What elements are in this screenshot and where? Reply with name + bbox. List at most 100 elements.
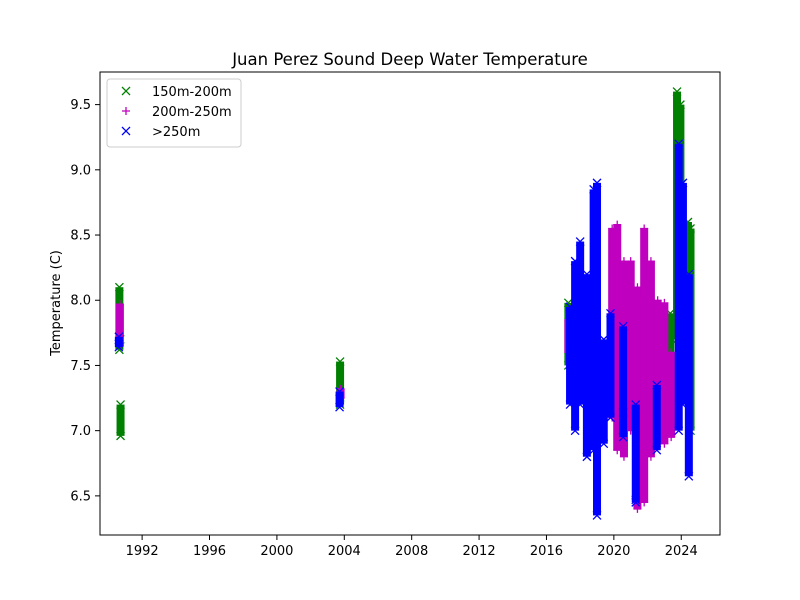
- data-point: [335, 402, 345, 412]
- data-point: [116, 431, 126, 441]
- x-tick-label: 2012: [463, 544, 496, 559]
- data-range: [606, 313, 615, 418]
- data-point: [116, 400, 126, 410]
- data-point: [626, 257, 635, 266]
- data-range: [115, 304, 124, 346]
- data-range: [114, 336, 123, 348]
- data-range: [646, 261, 655, 457]
- y-tick-label: 8.5: [70, 229, 91, 244]
- data-range: [626, 261, 635, 431]
- data-range: [674, 143, 683, 431]
- data-point: [631, 400, 641, 410]
- legend-marker: [121, 126, 131, 136]
- data-point: [575, 400, 585, 410]
- data-point: [674, 139, 684, 149]
- y-tick-label: 9.0: [70, 163, 91, 178]
- chart-title: Juan Perez Sound Deep Water Temperature: [231, 50, 588, 69]
- y-tick-label: 7.5: [70, 359, 91, 374]
- data-range: [652, 385, 661, 451]
- data-point: [633, 504, 642, 513]
- data-range: [116, 404, 125, 436]
- data-range: [576, 241, 585, 405]
- data-range: [684, 274, 693, 477]
- data-point: [631, 495, 641, 505]
- data-range: [582, 274, 591, 457]
- series-2: [114, 139, 694, 520]
- data-markers: [114, 87, 695, 520]
- data-point: [678, 178, 688, 188]
- data-point: [667, 433, 676, 442]
- data-range: [633, 287, 642, 509]
- data-range: [593, 182, 602, 516]
- data-point: [599, 439, 609, 449]
- data-point: [335, 357, 345, 366]
- y-tick-label: 8.0: [70, 294, 91, 309]
- data-point: [114, 282, 124, 292]
- data-point: [675, 100, 685, 110]
- data-range: [631, 404, 640, 503]
- data-point: [672, 87, 682, 97]
- legend-label: 200m-250m: [152, 105, 232, 120]
- x-tick-label: 2020: [597, 544, 630, 559]
- data-point: [653, 296, 662, 305]
- data-point: [582, 269, 592, 279]
- data-point: [618, 432, 628, 442]
- data-point: [599, 334, 609, 344]
- data-range: [640, 228, 649, 503]
- data-point: [114, 342, 124, 352]
- x-tick-label: 1996: [193, 544, 226, 559]
- data-point: [606, 308, 615, 318]
- y-tick-label: 7.0: [70, 424, 91, 439]
- data-point: [640, 498, 649, 507]
- data-point: [575, 237, 585, 247]
- y-axis-label: Temperature (C): [49, 250, 64, 357]
- data-point: [640, 224, 649, 233]
- data-point: [631, 497, 641, 507]
- y-axis: 6.5 7.0 7.5 8.0 8.5 9.0 9.5: [70, 98, 100, 504]
- data-point: [618, 407, 628, 417]
- data-point: [674, 426, 684, 436]
- data-point: [684, 269, 694, 279]
- data-point: [684, 471, 694, 481]
- data-point: [114, 332, 124, 342]
- legend-marker: [121, 86, 131, 96]
- y-tick-label: 6.5: [70, 489, 91, 504]
- legend-box: [106, 78, 242, 148]
- data-range: [667, 352, 676, 438]
- data-point: [652, 445, 662, 455]
- data-point: [613, 220, 622, 229]
- data-range: [619, 326, 628, 438]
- data-point: [646, 257, 655, 266]
- data-point: [606, 413, 615, 423]
- data-point: [686, 224, 695, 233]
- data-point: [335, 387, 345, 396]
- data-range: [660, 302, 669, 444]
- data-point: [646, 452, 655, 461]
- data-point: [592, 510, 602, 520]
- x-tick-label: 1992: [126, 544, 159, 559]
- data-range: [678, 182, 687, 405]
- data-range: [336, 361, 345, 405]
- data-point: [652, 380, 662, 390]
- x-tick-label: 2008: [395, 544, 428, 559]
- x-tick-label: 2024: [665, 544, 698, 559]
- data-point: [613, 446, 622, 455]
- data-range: [653, 300, 662, 444]
- plot-area: [99, 71, 721, 536]
- y-tick-label: 9.5: [70, 98, 91, 113]
- data-point: [592, 178, 602, 188]
- legend: 150m-200m 200m-250m >250m: [106, 78, 242, 148]
- data-range: [599, 339, 608, 444]
- legend-label: 150m-200m: [152, 85, 232, 100]
- data-point: [633, 283, 642, 292]
- data-point: [618, 321, 628, 331]
- data-range: [613, 224, 622, 451]
- data-point: [667, 348, 676, 357]
- plot-frame: [99, 71, 721, 536]
- data-range: [571, 261, 580, 431]
- legend-marker: [122, 107, 130, 115]
- x-axis: 1992 1996 2000 2004 2008 2012 2016 2020 2024: [126, 535, 698, 559]
- x-tick-label: 2004: [328, 544, 361, 559]
- x-tick-label: 2000: [260, 544, 293, 559]
- legend-label: >250m: [152, 125, 200, 140]
